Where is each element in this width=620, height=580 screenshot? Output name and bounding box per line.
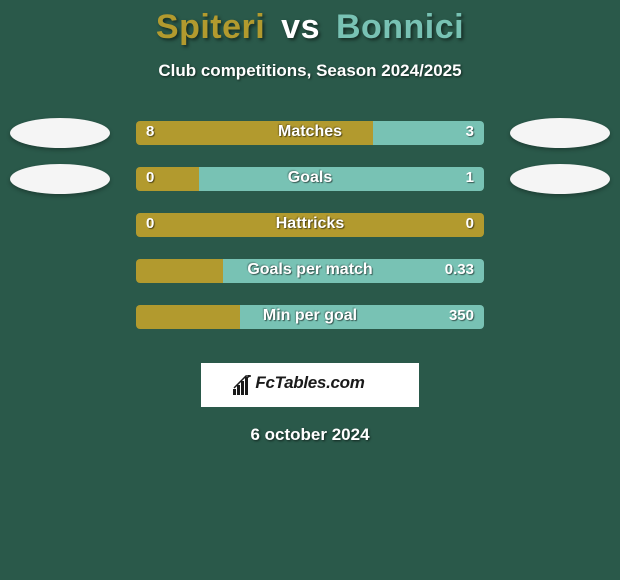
player2-avatar <box>510 164 610 194</box>
stat-value-player1: 8 <box>146 123 154 140</box>
stat-bar-track: 01Goals <box>136 167 484 191</box>
stat-bar-player1 <box>136 213 484 237</box>
comparison-card: Spiteri vs Bonnici Club competitions, Se… <box>0 0 620 445</box>
subtitle: Club competitions, Season 2024/2025 <box>0 61 620 81</box>
stat-bar-player1 <box>136 305 240 329</box>
player1-avatar <box>10 164 110 194</box>
stat-row: 0.33Goals per match <box>0 259 620 305</box>
stat-value-player2: 3 <box>466 123 474 140</box>
stat-row: 00Hattricks <box>0 213 620 259</box>
stat-bar-track: 350Min per goal <box>136 305 484 329</box>
title-vs: vs <box>281 8 320 46</box>
stat-bar-track: 83Matches <box>136 121 484 145</box>
stat-bar-track: 00Hattricks <box>136 213 484 237</box>
stat-bar-player2 <box>199 167 484 191</box>
stat-row: 350Min per goal <box>0 305 620 351</box>
date-label: 6 october 2024 <box>0 425 620 445</box>
stat-bar-player2 <box>240 305 484 329</box>
stat-value-player2: 0 <box>466 215 474 232</box>
page-title: Spiteri vs Bonnici <box>0 8 620 47</box>
stat-value-player2: 1 <box>466 169 474 186</box>
stat-row: 01Goals <box>0 167 620 213</box>
player2-avatar <box>510 118 610 148</box>
stat-value-player2: 0.33 <box>445 261 474 278</box>
stat-value-player2: 350 <box>449 307 474 324</box>
title-player1: Spiteri <box>156 8 265 46</box>
stat-bar-player1 <box>136 259 223 283</box>
stat-value-player1: 0 <box>146 169 154 186</box>
stat-value-player1: 0 <box>146 215 154 232</box>
stat-row: 83Matches <box>0 121 620 167</box>
player1-avatar <box>10 118 110 148</box>
stats-section: 83Matches01Goals00Hattricks0.33Goals per… <box>0 121 620 351</box>
stat-bar-track: 0.33Goals per match <box>136 259 484 283</box>
title-player2: Bonnici <box>336 8 464 46</box>
source-badge: FcTables.com <box>201 363 419 407</box>
badge-text: FcTables.com <box>201 373 419 393</box>
stat-bar-player1 <box>136 121 373 145</box>
